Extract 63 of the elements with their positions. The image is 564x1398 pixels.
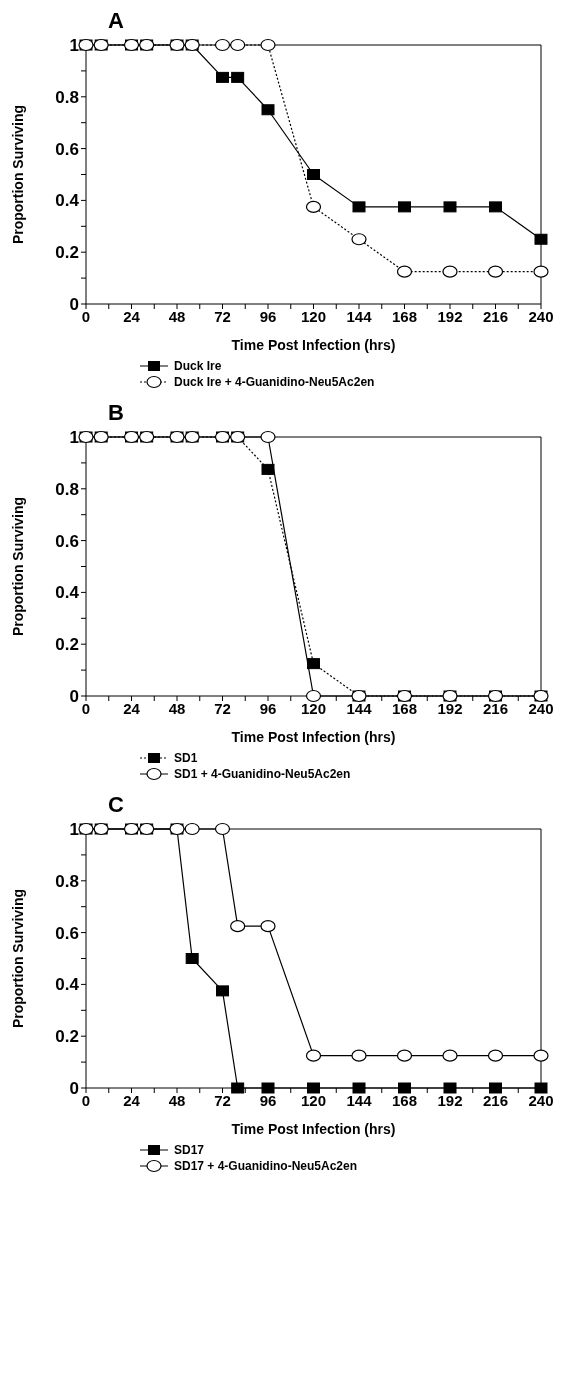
- x-tick-label: 216: [482, 699, 509, 717]
- x-tick-label: 216: [482, 1091, 509, 1109]
- legend-label: SD17: [174, 1143, 205, 1157]
- legend-label: SD1 + 4-Guanidino-Neu5Ac2en: [174, 767, 351, 781]
- x-tick-label: 168: [391, 1091, 418, 1109]
- x-tick-label: 168: [391, 307, 418, 325]
- y-tick-label: 1: [69, 428, 79, 448]
- x-tick-label: 216: [482, 307, 509, 325]
- x-tick-label: 120: [300, 307, 327, 325]
- legend-label: Duck Ire + 4-Guanidino-Neu5Ac2en: [174, 375, 375, 389]
- y-tick-label: 0.2: [55, 635, 79, 655]
- y-tick-label: 0.4: [55, 191, 80, 211]
- y-axis-title: Proportion Surviving: [9, 496, 26, 637]
- x-tick-label: 144: [346, 699, 373, 717]
- x-tick-label: 168: [391, 699, 418, 717]
- x-tick-label: 120: [300, 1091, 327, 1109]
- y-tick-label: 1: [69, 820, 79, 840]
- x-tick-label: 144: [346, 307, 373, 325]
- x-axis-title: Time Post Infection (hrs): [231, 337, 396, 353]
- y-tick-label: 0.8: [55, 479, 79, 499]
- y-tick-label: 1: [69, 36, 79, 56]
- chart-title: B: [108, 400, 124, 426]
- x-tick-label: 0: [81, 699, 91, 717]
- y-tick-label: 0.8: [55, 871, 79, 891]
- y-tick-label: 0.2: [55, 243, 79, 263]
- y-axis-title: Proportion Surviving: [9, 888, 26, 1029]
- y-tick-label: 0.6: [55, 139, 79, 159]
- x-tick-label: 240: [528, 307, 554, 325]
- x-tick-label: 96: [259, 699, 277, 717]
- x-tick-label: 120: [300, 699, 327, 717]
- x-tick-label: 72: [214, 307, 231, 325]
- x-tick-label: 192: [437, 699, 463, 717]
- x-tick-label: 48: [168, 1091, 186, 1109]
- x-tick-label: 192: [437, 307, 463, 325]
- x-tick-label: 240: [528, 699, 554, 717]
- y-tick-label: 0.8: [55, 87, 79, 107]
- chart-title: C: [108, 792, 124, 818]
- x-tick-label: 192: [437, 1091, 463, 1109]
- x-axis-title: Time Post Infection (hrs): [231, 729, 396, 745]
- x-tick-label: 24: [123, 699, 141, 717]
- legend-label: Duck Ire: [174, 359, 222, 373]
- y-tick-label: 0.4: [55, 975, 80, 995]
- x-tick-label: 24: [123, 307, 141, 325]
- x-axis-title: Time Post Infection (hrs): [231, 1121, 396, 1137]
- x-tick-label: 240: [528, 1091, 554, 1109]
- legend-label: SD1: [174, 751, 198, 765]
- chart-title: A: [108, 8, 124, 34]
- legend-label: SD17 + 4-Guanidino-Neu5Ac2en: [174, 1159, 358, 1173]
- x-tick-label: 72: [214, 1091, 231, 1109]
- x-tick-label: 0: [81, 1091, 91, 1109]
- y-tick-label: 0.4: [55, 583, 80, 603]
- x-tick-label: 48: [168, 307, 186, 325]
- y-tick-label: 0.6: [55, 531, 79, 551]
- x-tick-label: 72: [214, 699, 231, 717]
- x-tick-label: 48: [168, 699, 186, 717]
- x-tick-label: 0: [81, 307, 91, 325]
- x-tick-label: 24: [123, 1091, 141, 1109]
- y-tick-label: 0.6: [55, 923, 79, 943]
- y-tick-label: 0.2: [55, 1027, 79, 1047]
- x-tick-label: 144: [346, 1091, 373, 1109]
- y-axis-title: Proportion Surviving: [9, 104, 26, 245]
- x-tick-label: 96: [259, 1091, 277, 1109]
- x-tick-label: 96: [259, 307, 277, 325]
